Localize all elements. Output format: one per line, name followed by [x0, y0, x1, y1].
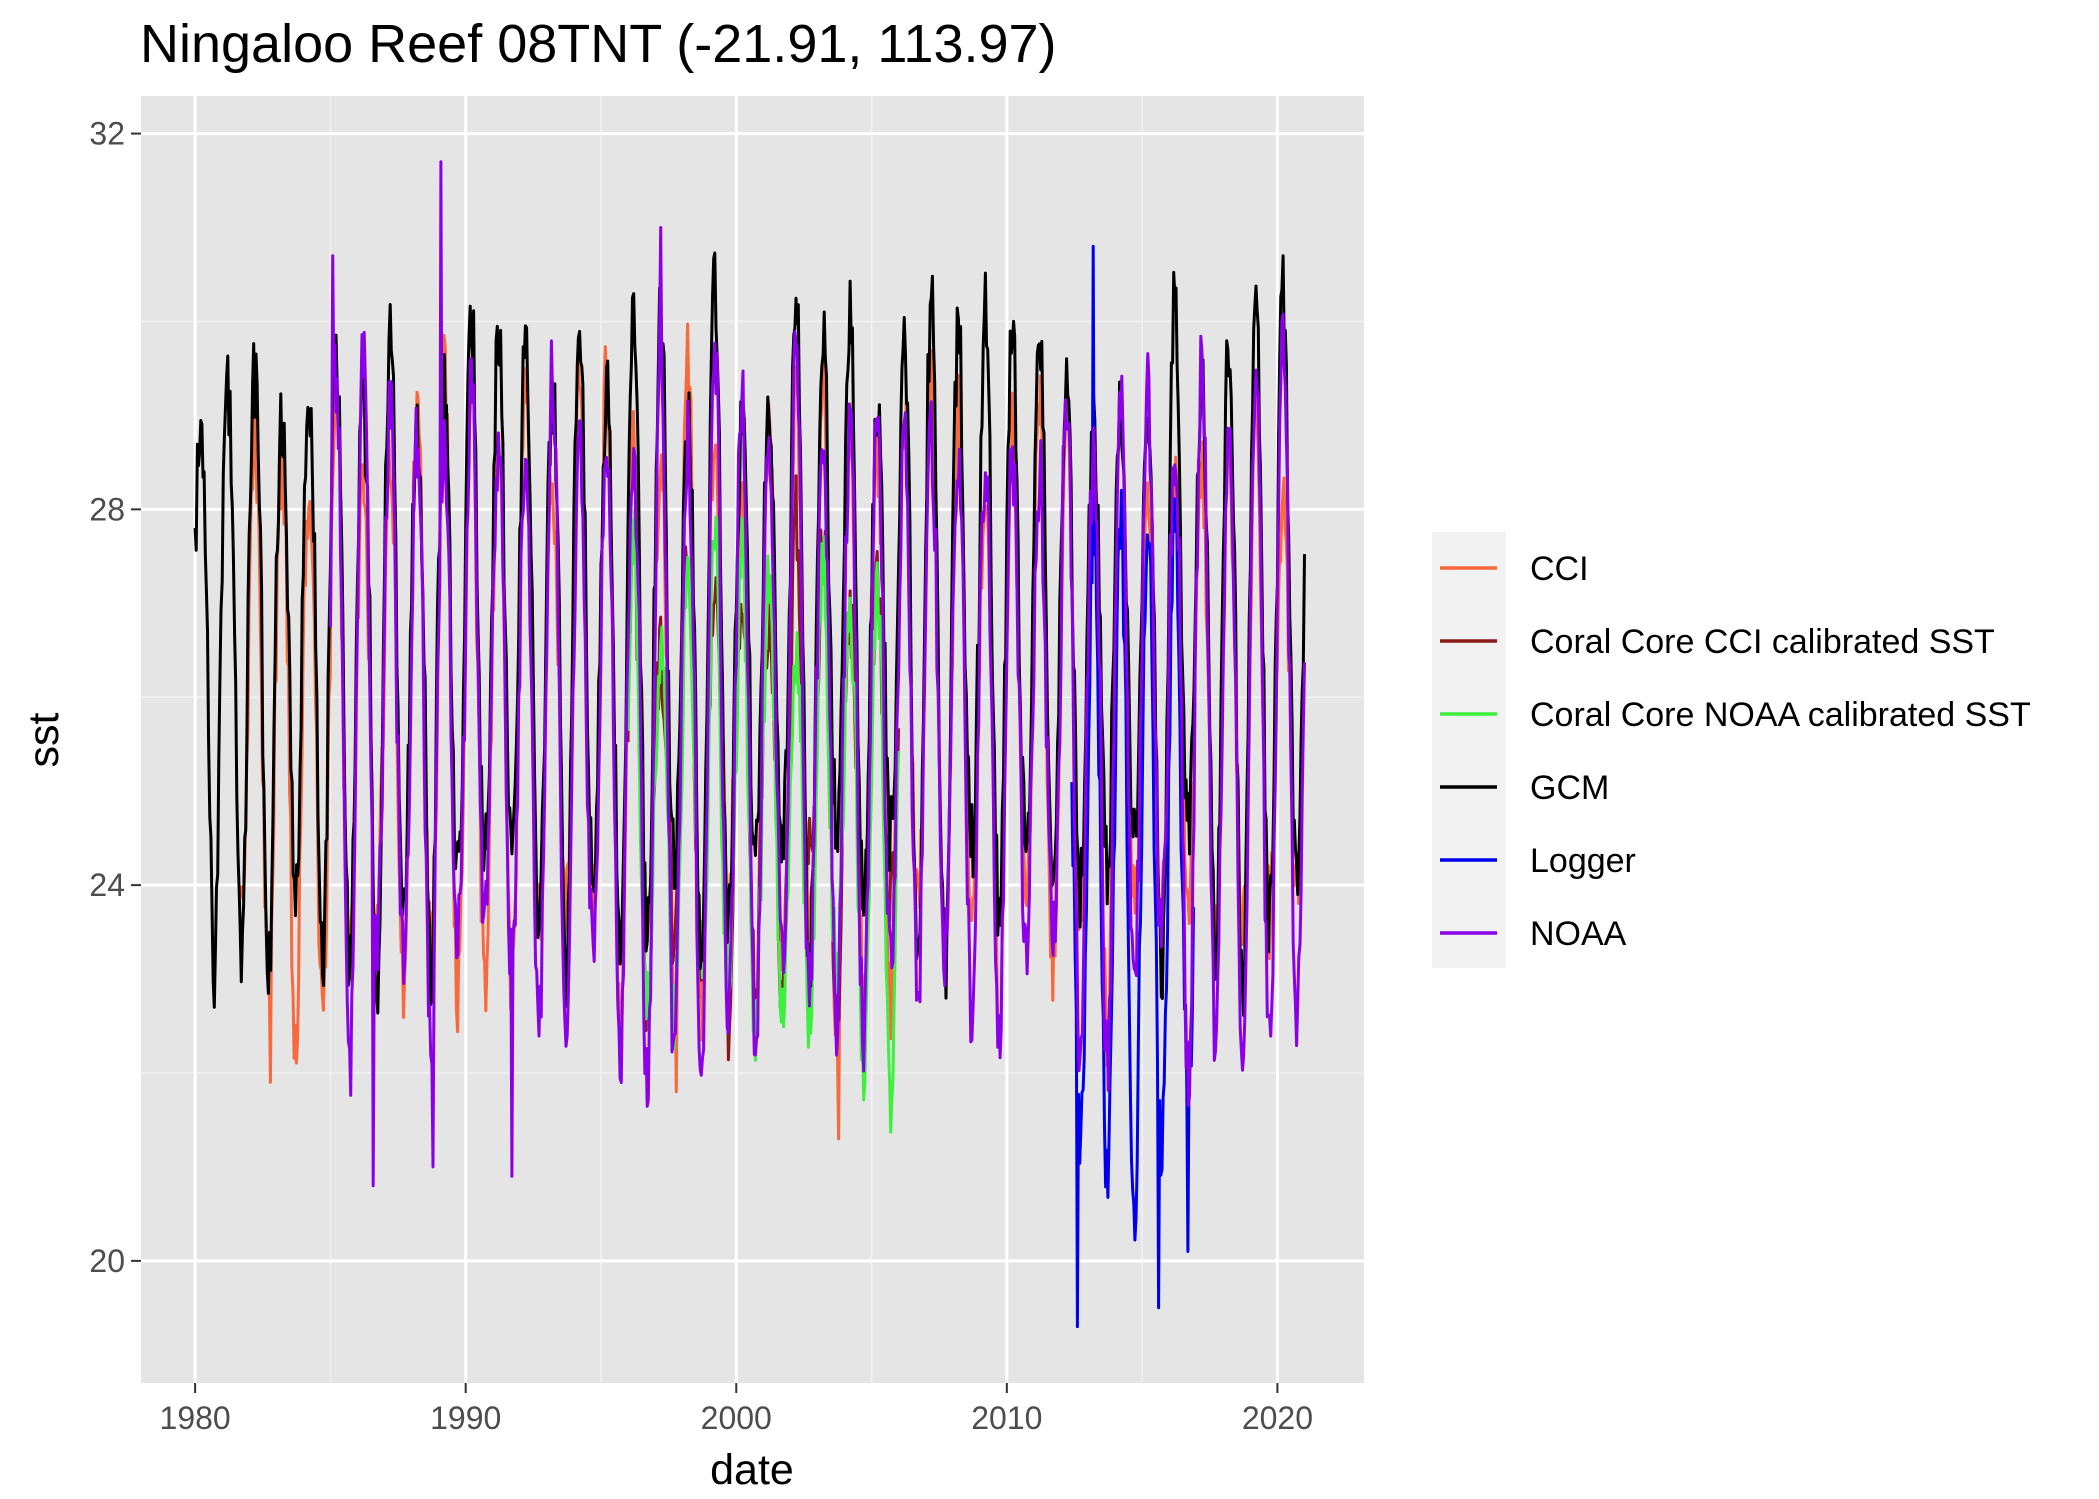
x-tick-label: 1980 — [160, 1400, 231, 1436]
x-axis: 1980 1990 2000 2010 2020 — [160, 1383, 1313, 1436]
x-tick-label: 2020 — [1242, 1400, 1313, 1436]
y-axis: 20 24 28 32 — [89, 116, 141, 1279]
legend-label: NOAA — [1530, 915, 1627, 953]
chart-title: Ningaloo Reef 08TNT (-21.91, 113.97) — [140, 14, 1057, 74]
legend-label: Coral Core CCI calibrated SST — [1530, 623, 1995, 661]
x-tick-label: 2000 — [701, 1400, 772, 1436]
legend-background — [1432, 532, 1506, 968]
x-tick-label: 1990 — [430, 1400, 501, 1436]
x-tick-label: 2010 — [971, 1400, 1042, 1436]
legend-label: GCM — [1530, 769, 1609, 807]
y-tick-label: 20 — [89, 1243, 125, 1279]
y-tick-label: 28 — [89, 491, 125, 527]
plot-area — [193, 160, 1306, 1329]
y-axis-title: sst — [20, 712, 68, 767]
y-tick-label: 24 — [89, 867, 125, 903]
series-line-gcm — [193, 251, 1306, 1017]
legend-label: Logger — [1530, 842, 1636, 880]
series-layer — [193, 160, 1306, 1329]
legend-label: Coral Core NOAA calibrated SST — [1530, 696, 2031, 734]
x-axis-title: date — [710, 1446, 794, 1494]
legend: CCI Coral Core CCI calibrated SST Coral Co… — [1432, 532, 2031, 968]
legend-label: CCI — [1530, 550, 1589, 588]
y-tick-label: 32 — [89, 116, 125, 152]
series-line-noaa — [328, 160, 1306, 1188]
